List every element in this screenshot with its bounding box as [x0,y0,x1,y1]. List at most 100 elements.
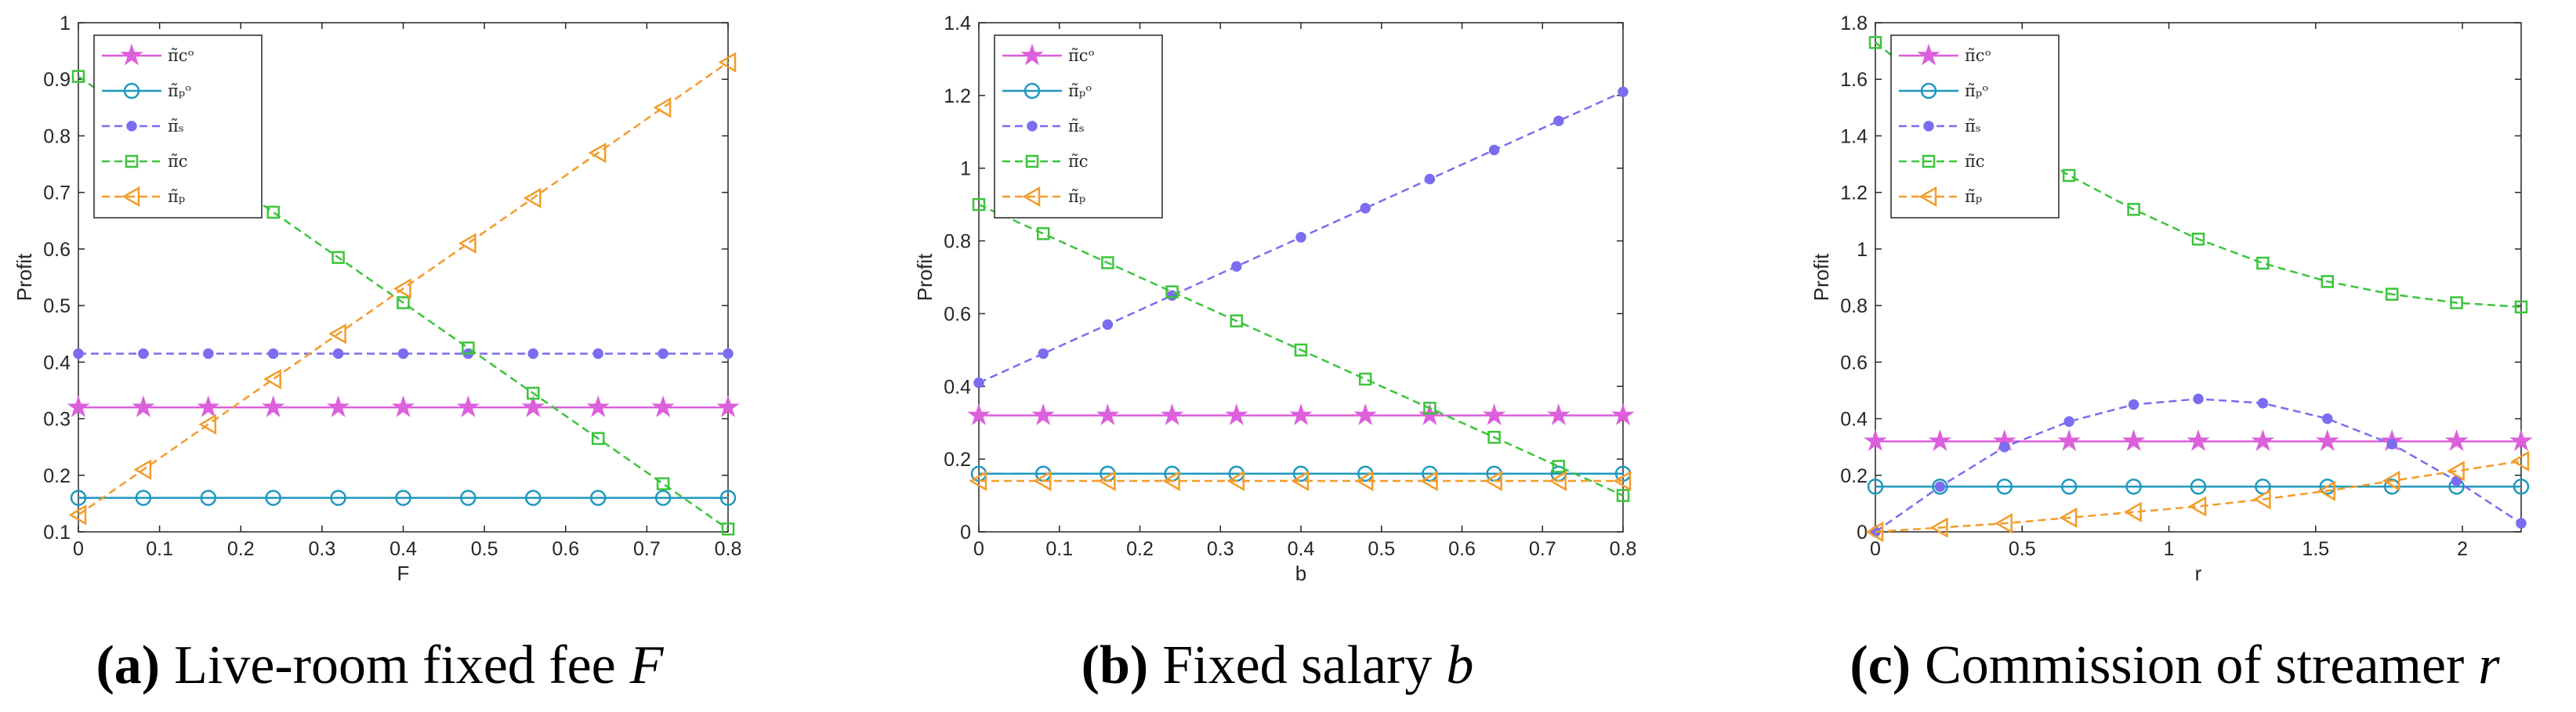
marker [262,395,285,417]
x-tick-label: 0.8 [715,538,742,560]
series-line [1875,460,2522,533]
marker [458,233,476,254]
marker [203,348,214,360]
marker [2257,397,2269,409]
marker [2516,518,2527,529]
marker [2256,256,2270,270]
subplot: 0 0.5 1 1.5 2 0 0.2 0.4 0.6 0.8 1 1.2 1.4 1.6 1.8 r Prof… [1810,13,2533,696]
marker [1226,470,1245,492]
y-tick-label: 1 [60,13,71,34]
x-tick-label: 0.3 [1207,538,1234,560]
marker [2252,489,2271,510]
x-tick-label: 0 [1870,538,1881,560]
marker [332,251,345,264]
marker [2511,450,2530,472]
marker [2514,300,2528,314]
marker [1360,203,1371,214]
marker [2382,470,2400,492]
legend-label: π̃c [168,152,188,171]
marker [1488,144,1500,156]
marker [1549,470,1567,492]
marker [1033,470,1052,492]
x-tick-label: 0.7 [1529,538,1556,560]
marker [521,395,545,417]
marker [135,490,152,506]
caption-text: Live-room fixed fee [174,635,616,696]
y-tick-label: 0.6 [944,303,971,325]
marker [198,414,217,435]
marker [1932,478,1948,495]
marker [1022,186,1041,208]
y-tick-label: 0.1 [43,522,71,544]
marker [263,368,281,390]
marker [1484,470,1502,492]
marker [197,395,220,417]
subplot: 0 0.1 0.2 0.3 0.4 0.5 0.6 0.7 0.8 0 0.2 0.4 0.6 0.8 1 1… [913,13,1636,696]
y-axis-label: Profit [913,253,937,301]
y-tick-label: 1.6 [1840,69,1868,91]
marker [1552,460,1566,473]
marker [592,348,603,360]
marker [123,82,140,99]
marker [2385,287,2399,301]
marker [393,278,411,299]
marker [2193,393,2204,405]
y-tick-label: 0.8 [1840,295,1868,317]
x-tick-label: 0.4 [389,538,417,560]
x-tick-label: 1.5 [2302,538,2329,560]
y-axis-label: Profit [1810,253,1833,301]
marker [1999,441,2010,453]
marker [2322,413,2333,425]
marker [2191,233,2205,246]
marker [2060,478,2078,495]
y-tick-label: 1 [960,158,971,180]
marker [527,386,540,400]
marker [126,121,137,132]
x-tick-label: 2 [2457,538,2468,560]
marker [2127,203,2140,216]
marker [330,490,346,506]
x-tick-label: 0.1 [146,538,173,560]
marker [1867,478,1884,495]
x-tick-label: 0.5 [471,538,498,560]
marker [2124,501,2142,522]
marker [397,348,409,360]
marker [653,97,672,118]
caption-text: Fixed salary [1162,635,1432,696]
marker [2187,429,2210,451]
x-tick-label: 0.6 [1448,538,1476,560]
y-tick-label: 0.9 [43,69,71,91]
legend-label: π̃ₚ [1965,187,1982,206]
legend-label: π̃ₚᵒ [1965,81,1988,100]
y-tick-label: 1.8 [1840,13,1868,34]
marker [2447,461,2465,482]
legend-label: π̃c [1965,152,1985,171]
marker [266,205,280,219]
marker [1994,512,2013,534]
x-axis-label: r [2195,562,2202,585]
y-tick-label: 0.2 [1840,465,1868,487]
caption-variable: r [2478,635,2500,696]
marker [73,348,84,360]
marker [658,348,668,360]
marker [716,395,740,417]
y-tick-label: 0.7 [43,183,71,204]
marker [1027,121,1038,132]
marker [1097,470,1116,492]
marker [397,296,410,309]
marker [1020,43,1044,66]
marker [1031,403,1055,425]
marker [1424,173,1436,185]
marker [2121,429,2146,451]
marker [1923,121,1934,132]
y-tick-label: 1 [1857,239,1868,261]
marker [2188,496,2207,517]
marker [973,377,984,389]
marker [1024,82,1041,99]
marker [586,395,610,417]
marker [1419,470,1438,492]
marker [1096,403,1120,425]
y-tick-label: 1.4 [944,13,971,34]
marker [1928,429,1952,451]
